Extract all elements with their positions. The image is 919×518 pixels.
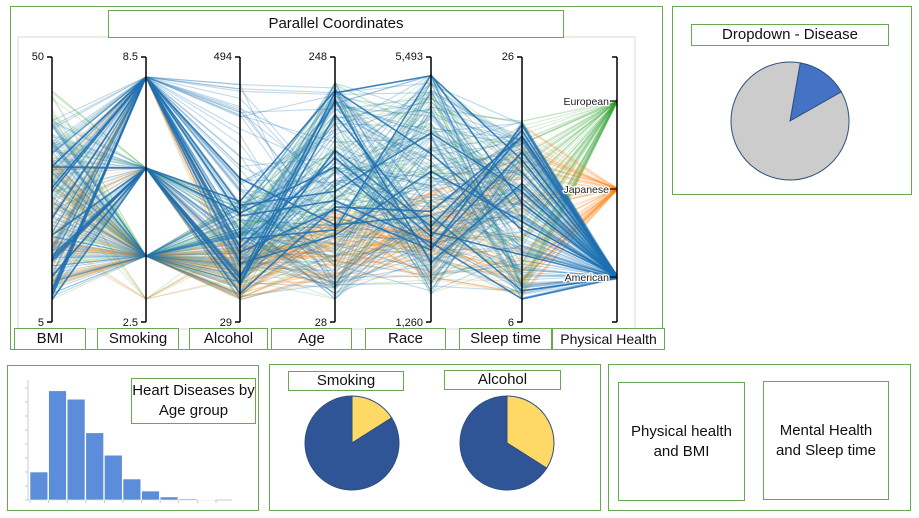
disease-pie-slice-1	[730, 61, 850, 181]
hist-bar	[141, 490, 160, 501]
axis-label-age[interactable]: Age	[271, 328, 352, 350]
pc-category-label-european: European	[563, 96, 609, 108]
axis-label-bmi[interactable]: BMI	[14, 328, 86, 350]
pc-axis-top-label: 494	[214, 51, 232, 63]
axis-label-alcohol[interactable]: Alcohol	[189, 328, 268, 350]
hist-bar	[197, 499, 216, 501]
smoking-pie-slice-0	[351, 395, 393, 444]
pc-axis-top-label: 8.5	[123, 51, 138, 63]
pc-axis-bottom-label: 5	[38, 317, 44, 329]
alcohol-pie-chart	[459, 395, 555, 491]
physical-health-bmi-box[interactable]: Physical health and BMI	[618, 382, 745, 501]
hist-bar	[122, 478, 142, 501]
hist-bar	[66, 398, 86, 501]
hist-bar	[159, 496, 179, 501]
pc-axes: 50 5 8.5 2.5 494 29 248 28 5,493 1,260 26 6 European…	[32, 51, 618, 329]
axis-label-physical-health[interactable]: Physical Health	[552, 328, 665, 350]
axis-label-smoking[interactable]: Smoking	[97, 328, 179, 350]
pc-category-label-japanese: Japanese	[563, 184, 609, 196]
hist-bar	[178, 498, 197, 501]
pc-axis-bottom-label: 1,260	[395, 317, 423, 329]
disease-pie-chart	[730, 61, 850, 181]
hist-bar	[85, 432, 104, 501]
smoking-pie-chart	[304, 395, 400, 491]
pc-axis-top-label: 50	[32, 51, 44, 63]
pc-axis-bottom-label: 2.5	[123, 317, 138, 329]
mental-health-sleep-box[interactable]: Mental Health and Sleep time	[763, 381, 889, 500]
hist-bar	[104, 454, 123, 501]
axis-label-sleep-time[interactable]: Sleep time	[459, 328, 552, 350]
dropdown-disease-select[interactable]: Dropdown - Disease	[691, 24, 889, 46]
pc-axis-bottom-label: 6	[508, 317, 514, 329]
smoking-pie-slice-1	[304, 395, 400, 491]
disease-pie-slice-0	[789, 62, 842, 122]
histogram-title: Heart Diseases by Age group	[131, 378, 256, 424]
hist-bar	[29, 471, 49, 501]
pc-axis-top-label: 5,493	[395, 51, 423, 63]
hist-bar	[48, 390, 67, 501]
pc-axis-top-label: 26	[502, 51, 514, 63]
alcohol-pie-label: Alcohol	[444, 370, 561, 390]
alcohol-pie-slice-1	[459, 395, 548, 491]
smoking-pie-label: Smoking	[288, 371, 404, 391]
parallel-title: Parallel Coordinates	[108, 10, 564, 38]
axis-label-race[interactable]: Race	[365, 328, 446, 350]
age-histogram-chart	[25, 380, 232, 503]
pc-axis-top-label: 248	[309, 51, 327, 63]
pc-axis-bottom-label: 29	[220, 317, 232, 329]
pc-axis-bottom-label: 28	[315, 317, 327, 329]
pc-category-label-american: American	[565, 272, 610, 284]
